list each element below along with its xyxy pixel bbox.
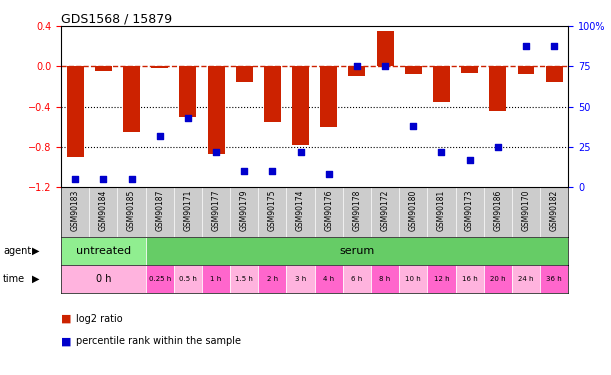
Text: ▶: ▶	[32, 274, 39, 284]
Bar	[427, 265, 456, 292]
Point	[70, 176, 80, 182]
Text: 8 h: 8 h	[379, 276, 390, 282]
Bar	[461, 66, 478, 74]
Text: serum: serum	[339, 246, 375, 256]
Point	[126, 176, 136, 182]
Bar	[180, 66, 196, 117]
Bar	[145, 237, 568, 265]
Bar	[174, 265, 202, 292]
Point	[465, 157, 475, 163]
Text: GSM90174: GSM90174	[296, 189, 305, 231]
Text: 16 h: 16 h	[462, 276, 477, 282]
Text: GSM90186: GSM90186	[493, 189, 502, 231]
Text: GSM90177: GSM90177	[211, 189, 221, 231]
Text: 3 h: 3 h	[295, 276, 306, 282]
Text: 4 h: 4 h	[323, 276, 334, 282]
Text: untreated: untreated	[76, 246, 131, 256]
Bar	[512, 265, 540, 292]
Bar	[145, 265, 174, 292]
Point	[408, 123, 418, 129]
Point	[240, 168, 249, 174]
Text: 1 h: 1 h	[210, 276, 222, 282]
Text: 1.5 h: 1.5 h	[235, 276, 253, 282]
Bar	[287, 265, 315, 292]
Text: 2 h: 2 h	[267, 276, 278, 282]
Text: 0 h: 0 h	[95, 274, 111, 284]
Bar	[258, 265, 287, 292]
Text: agent: agent	[3, 246, 31, 256]
Point	[324, 171, 334, 177]
Text: 6 h: 6 h	[351, 276, 362, 282]
Bar	[348, 66, 365, 76]
Bar	[264, 66, 281, 122]
Text: GSM90182: GSM90182	[550, 189, 558, 231]
Point	[296, 148, 306, 154]
Bar	[518, 66, 535, 75]
Text: GSM90178: GSM90178	[353, 189, 362, 231]
Bar	[67, 66, 84, 157]
Text: GSM90170: GSM90170	[521, 189, 530, 231]
Bar	[202, 265, 230, 292]
Point	[268, 168, 277, 174]
Bar	[343, 265, 371, 292]
Text: GSM90185: GSM90185	[127, 189, 136, 231]
Point	[211, 148, 221, 154]
Text: 0.25 h: 0.25 h	[148, 276, 171, 282]
Bar	[61, 265, 145, 292]
Bar	[236, 66, 253, 81]
Bar	[456, 265, 484, 292]
Point	[183, 115, 193, 121]
Bar	[371, 265, 399, 292]
Text: GSM90180: GSM90180	[409, 189, 418, 231]
Text: GSM90184: GSM90184	[99, 189, 108, 231]
Text: GSM90171: GSM90171	[183, 189, 192, 231]
Text: GSM90187: GSM90187	[155, 189, 164, 231]
Text: log2 ratio: log2 ratio	[76, 314, 123, 324]
Text: ■: ■	[61, 336, 71, 346]
Point	[521, 42, 531, 48]
Text: ■: ■	[61, 314, 71, 324]
Point	[436, 148, 446, 154]
Bar	[546, 66, 563, 81]
Text: GDS1568 / 15879: GDS1568 / 15879	[61, 12, 172, 25]
Point	[549, 42, 559, 48]
Text: GSM90172: GSM90172	[381, 189, 390, 231]
Bar	[484, 265, 512, 292]
Bar	[315, 265, 343, 292]
Bar	[405, 66, 422, 75]
Point	[352, 63, 362, 69]
Bar	[376, 31, 393, 66]
Text: GSM90173: GSM90173	[465, 189, 474, 231]
Point	[98, 176, 108, 182]
Point	[380, 63, 390, 69]
Bar	[489, 66, 507, 111]
Text: GSM90179: GSM90179	[240, 189, 249, 231]
Text: 0.5 h: 0.5 h	[179, 276, 197, 282]
Bar	[230, 265, 258, 292]
Bar	[320, 66, 337, 127]
Text: percentile rank within the sample: percentile rank within the sample	[76, 336, 241, 346]
Text: GSM90181: GSM90181	[437, 189, 446, 231]
Bar	[399, 265, 427, 292]
Bar	[433, 66, 450, 102]
Text: ▶: ▶	[32, 246, 39, 256]
Bar	[95, 66, 112, 72]
Text: GSM90175: GSM90175	[268, 189, 277, 231]
Bar	[540, 265, 568, 292]
Text: 20 h: 20 h	[490, 276, 506, 282]
Text: 24 h: 24 h	[518, 276, 534, 282]
Text: 10 h: 10 h	[406, 276, 421, 282]
Bar	[123, 66, 140, 132]
Text: 12 h: 12 h	[434, 276, 449, 282]
Bar	[152, 66, 168, 69]
Point	[155, 133, 164, 139]
Text: GSM90183: GSM90183	[71, 189, 79, 231]
Bar	[61, 237, 145, 265]
Text: 36 h: 36 h	[546, 276, 562, 282]
Point	[493, 144, 503, 150]
Text: GSM90176: GSM90176	[324, 189, 333, 231]
Bar	[208, 66, 224, 154]
Text: time: time	[3, 274, 25, 284]
Bar	[292, 66, 309, 145]
